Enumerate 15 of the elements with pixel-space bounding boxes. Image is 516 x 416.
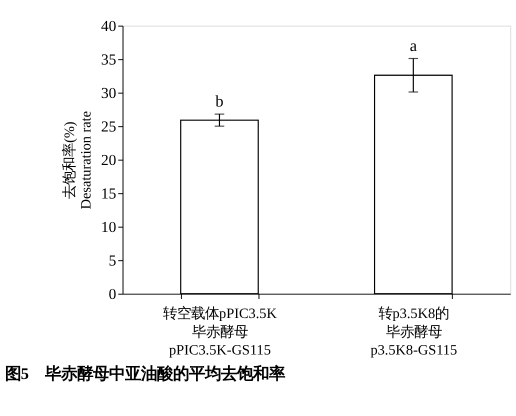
y-axis-title: 去饱和率(%) Desaturation rate [62, 110, 94, 210]
y-tick-label: 15 [101, 185, 117, 202]
x-tick-label: 转p3.5K8的毕赤酵母 p3.5K8-GS115 [370, 306, 458, 358]
annotation: a [410, 36, 417, 55]
y-tick-label: 35 [101, 51, 117, 68]
y-tick-label: 20 [101, 152, 117, 169]
y-tick-label: 30 [101, 84, 117, 102]
y-tick-label: 40 [101, 18, 117, 35]
x-tick-label: 转空载体pPIC3.5K毕赤酵母 pPIC3.5K-GS115 [163, 306, 278, 358]
text: 图5 毕赤酵母中亚油酸的平均去饱和率 [4, 364, 285, 383]
y-tick-label: 5 [108, 252, 117, 270]
y-tick-label: 0 [108, 286, 117, 303]
y-tick-label: 10 [101, 218, 117, 236]
annotation: b [215, 92, 224, 110]
y-tick-label: 25 [101, 118, 117, 136]
